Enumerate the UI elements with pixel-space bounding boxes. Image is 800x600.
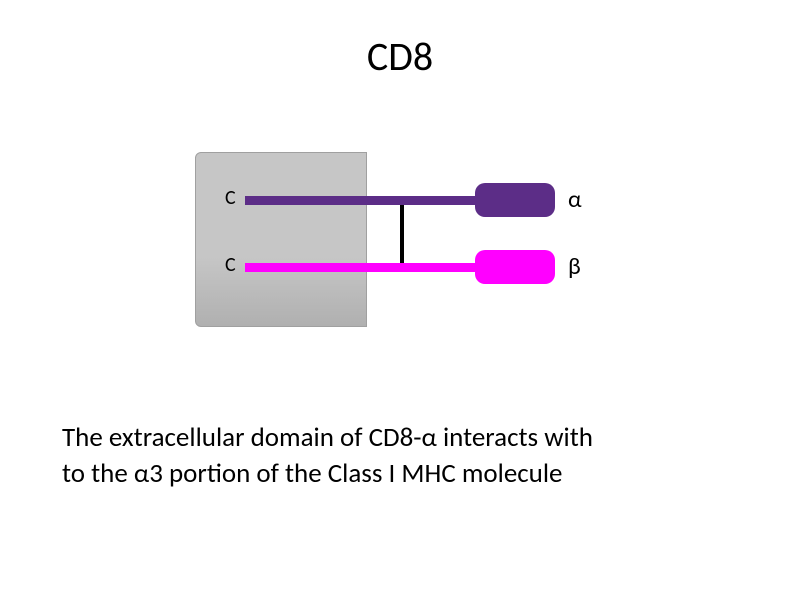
caption-line-1: The extracellular domain of CD8-α intera… bbox=[62, 420, 593, 456]
beta-chain-cap bbox=[475, 250, 555, 284]
alpha-greek-label: α bbox=[568, 185, 582, 214]
beta-chain-stem bbox=[245, 263, 475, 272]
beta-greek-label: β bbox=[568, 252, 581, 281]
alpha-chain-cap bbox=[475, 183, 555, 217]
beta-c-terminus-label: C bbox=[225, 253, 236, 277]
slide-title: CD8 bbox=[0, 32, 800, 81]
caption-text: The extracellular domain of CD8-α intera… bbox=[62, 420, 593, 492]
alpha-chain-stem bbox=[245, 196, 475, 205]
slide-canvas: CD8 C α C β The extracellular domain of … bbox=[0, 0, 800, 600]
caption-line-2: to the α3 portion of the Class I MHC mol… bbox=[62, 456, 593, 492]
disulfide-bond bbox=[400, 198, 404, 270]
alpha-c-terminus-label: C bbox=[225, 186, 236, 210]
membrane-block bbox=[195, 152, 367, 327]
